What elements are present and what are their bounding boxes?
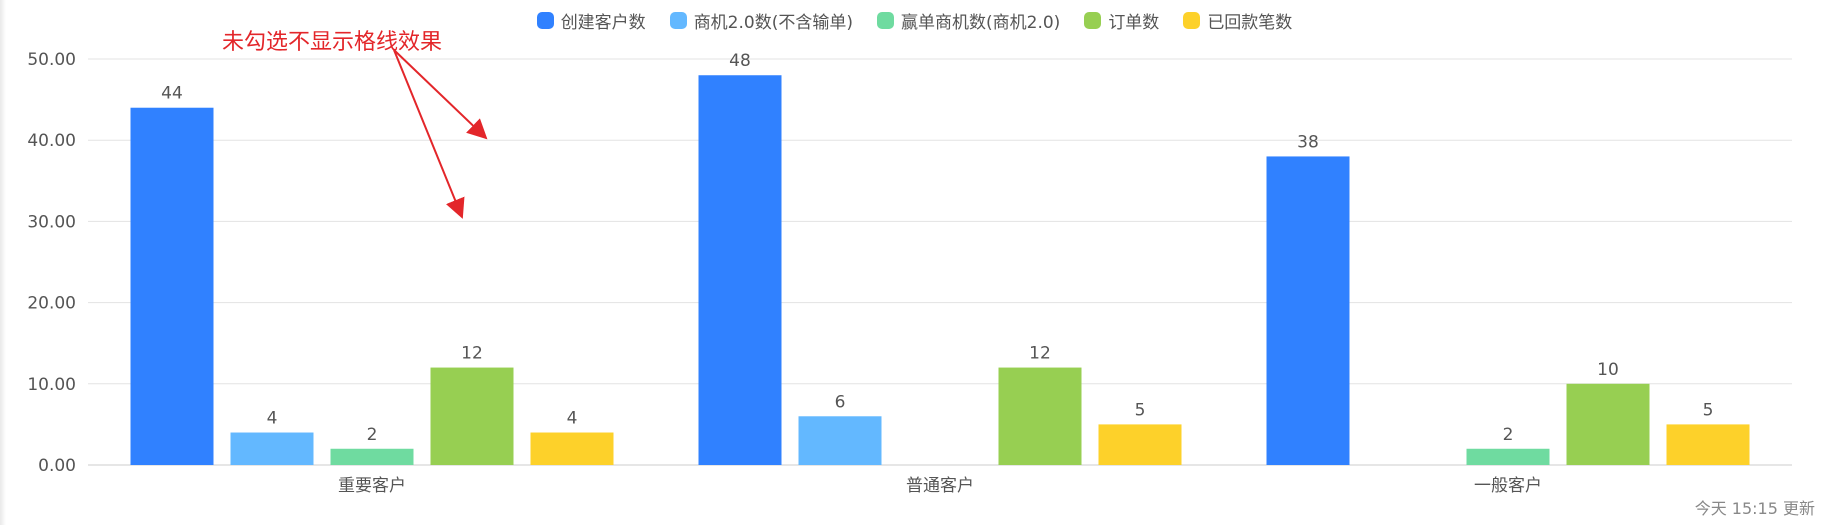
annotation-arrows: [393, 49, 488, 219]
data-label: 38: [1297, 132, 1319, 152]
legend-swatch: [877, 12, 894, 29]
bar[interactable]: [530, 432, 614, 465]
legend-label: 创建客户数: [560, 13, 646, 33]
annotation-arrow: [393, 49, 488, 140]
update-timestamp: 今天 15:15 更新: [1694, 499, 1815, 518]
legend-item-2[interactable]: 赢单商机数(商机2.0): [877, 8, 1060, 33]
legend-label: 已回款笔数: [1207, 13, 1293, 33]
bar[interactable]: [330, 448, 414, 465]
grid-layer: [88, 58, 1792, 466]
data-label: 12: [1029, 344, 1051, 364]
bar-layer: [130, 75, 1750, 466]
bar[interactable]: [998, 367, 1082, 465]
data-label: 5: [1703, 400, 1714, 420]
bar[interactable]: [230, 432, 314, 465]
data-label: 44: [161, 84, 183, 104]
data-label: 12: [461, 344, 483, 364]
y-tick-label: 40.00: [27, 131, 76, 151]
y-tick-label: 30.00: [27, 212, 76, 232]
x-tick-label: 普通客户: [906, 476, 974, 496]
bar[interactable]: [798, 416, 882, 465]
legend-swatch: [669, 12, 687, 29]
data-label: 48: [729, 51, 751, 71]
y-tick-label: 0.00: [38, 456, 76, 476]
legend-item-0[interactable]: 创建客户数: [536, 8, 646, 33]
x-tick-label: 重要客户: [338, 476, 406, 496]
data-label: 5: [1135, 400, 1146, 420]
page-left-edge: [0, 0, 6, 525]
y-tick-label: 10.00: [27, 375, 76, 395]
data-label: 4: [267, 409, 278, 429]
data-label: 6: [835, 392, 846, 412]
bar[interactable]: [430, 367, 514, 465]
legend-label: 赢单商机数(商机2.0): [901, 13, 1061, 33]
legend-swatch: [1084, 12, 1102, 29]
bar[interactable]: [1266, 156, 1350, 465]
legend-label: 订单数: [1108, 13, 1160, 33]
data-label: 4: [567, 409, 578, 429]
bar[interactable]: [130, 107, 214, 465]
annotation-text: 未勾选不显示格线效果: [222, 30, 443, 55]
legend-swatch: [536, 12, 554, 29]
data-label: 2: [1503, 425, 1514, 445]
legend-item-3[interactable]: 订单数: [1084, 8, 1159, 33]
data-label: 2: [367, 425, 378, 445]
legend-label: 商机2.0数(不含输单): [693, 13, 853, 33]
y-tick-label: 20.00: [27, 294, 76, 314]
axis-layer: 0.00 10.00 20.00 30.00 40.00 50.00 重要客户 普通客户 一般客…: [27, 50, 1542, 496]
legend-item-4[interactable]: 已回款笔数: [1183, 8, 1292, 33]
bar[interactable]: [1466, 448, 1550, 465]
chart-legend: 创建客户数 商机2.0数(不含输单) 赢单商机数(商机2.0) 订单数 已回款笔数: [0, 8, 1829, 33]
bar[interactable]: [1098, 424, 1182, 465]
y-tick-label: 50.00: [27, 50, 76, 70]
bar[interactable]: [1566, 383, 1650, 465]
bar[interactable]: [698, 75, 782, 466]
annotation-arrow: [393, 49, 465, 219]
x-tick-label: 一般客户: [1474, 476, 1542, 496]
legend-item-1[interactable]: 商机2.0数(不含输单): [669, 8, 853, 33]
legend-swatch: [1183, 12, 1201, 29]
data-label: 10: [1597, 360, 1619, 380]
bar[interactable]: [1666, 424, 1750, 465]
